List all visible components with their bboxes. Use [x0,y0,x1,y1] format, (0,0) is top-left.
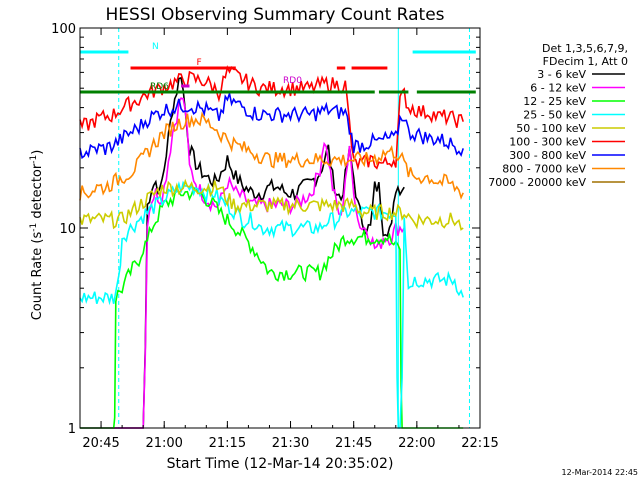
legend-header: FDecim 1, Att 0 [543,55,628,68]
legend-label: 6 - 12 keV [530,82,586,95]
x-tick-label: 21:45 [335,436,372,451]
y-tick-label: 100 [51,22,76,37]
legend-label: 12 - 25 keV [523,95,586,108]
x-tick-label: 22:00 [398,436,435,451]
legend: Det 1,3,5,6,7,9,FDecim 1, Att 03 - 6 keV… [488,42,628,189]
plot-area: N F RD0 RD6 [79,28,476,429]
legend-label: 800 - 7000 keV [502,163,586,176]
series-line [79,111,464,201]
flag-label: F [197,58,202,68]
legend-label: 3 - 6 keV [537,68,586,81]
plot-timestamp: 12-Mar-2014 22:45 [561,468,639,477]
series-line [79,178,464,231]
chart-title: HESSI Observing Summary Count Rates [105,5,444,25]
x-axis-label: Start Time (12-Mar-14 20:35:02) [167,456,394,472]
legend-label: 50 - 100 keV [516,122,586,135]
legend-label: 25 - 50 keV [523,109,586,122]
plot-frame [79,27,481,429]
flag-label: RD0 [283,76,302,86]
legend-label: 7000 - 20000 keV [488,176,586,189]
series-line [80,186,464,429]
legend-header: Det 1,3,5,6,7,9, [542,42,628,55]
x-tick-label: 22:15 [461,436,498,451]
x-tick-label: 21:00 [145,436,182,451]
y-tick-label: 1 [68,422,76,437]
flag-label: N [152,42,159,52]
series-line [79,90,464,160]
x-axis-ticks: 20:45 21:00 21:15 21:30 21:45 22:00 22:15 [79,28,499,451]
legend-label: 100 - 300 keV [509,136,586,149]
y-tick-label: 10 [59,222,76,237]
series-line [80,76,405,429]
y-axis-ticks: 1 10 100 [51,22,480,437]
series-line [79,180,464,429]
flag-label: RD6 [150,82,169,92]
y-axis-label: Count Rate (s-1 detector-1) [29,150,45,321]
x-tick-label: 20:45 [82,436,119,451]
series-line [79,64,464,171]
x-tick-label: 21:15 [209,436,246,451]
x-tick-label: 21:30 [272,436,309,451]
legend-label: 300 - 800 keV [509,149,586,162]
